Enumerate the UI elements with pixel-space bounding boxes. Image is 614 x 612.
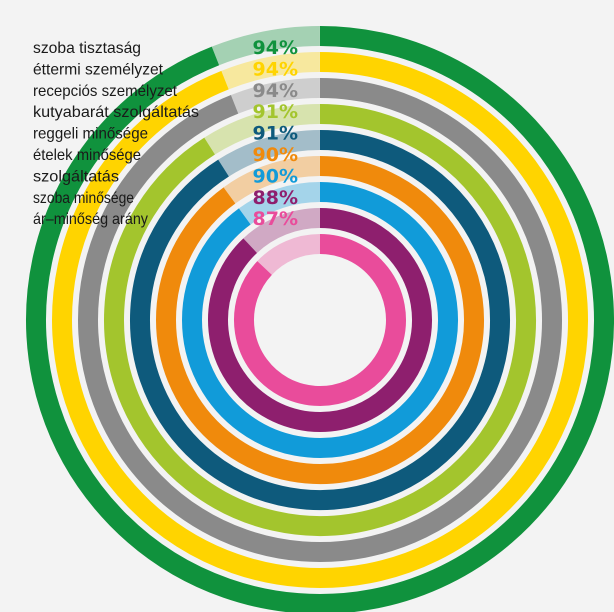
ring-track-4 [204, 104, 321, 155]
ring-bar-8 [208, 208, 432, 432]
category-label-1: szoba tisztaság [33, 40, 141, 57]
ring-bar-1 [26, 26, 614, 612]
ring-track-5 [218, 130, 321, 177]
ring-track-9 [257, 234, 321, 276]
category-label-9: ár–minőség arány [33, 211, 148, 228]
category-label-3: recepciós személyzet [33, 83, 178, 100]
ring-bar-7 [182, 182, 458, 458]
ring-track-6 [223, 156, 321, 204]
value-label-8: 88% [253, 187, 298, 209]
label-group: szoba tisztaság 94% éttermi személyzet 94% r… [33, 37, 298, 230]
ring-track-7 [238, 182, 321, 225]
ring-track-3 [230, 78, 321, 114]
ring-bar-9 [234, 234, 406, 406]
category-label-8: szoba minősége [33, 190, 134, 207]
ring-group [26, 26, 614, 612]
value-label-5: 91% [253, 123, 298, 145]
value-label-3: 94% [253, 80, 298, 102]
ring-bar-2 [52, 52, 588, 588]
value-label-6: 90% [253, 144, 298, 166]
ring-track-2 [221, 52, 321, 90]
value-label-9: 87% [253, 208, 298, 230]
category-label-4: kutyabarát szolgáltatás [33, 104, 199, 121]
value-label-4: 91% [253, 101, 298, 123]
value-label-1: 94% [253, 37, 298, 59]
category-label-5: reggeli minősége [33, 126, 148, 143]
value-label-2: 94% [253, 58, 298, 80]
ring-bar-6 [156, 156, 484, 484]
ring-track-8 [243, 208, 321, 254]
category-label-6: ételek minősége [33, 147, 141, 164]
ring-bar-3 [78, 78, 562, 562]
ring-bar-5 [130, 130, 510, 510]
ring-bar-4 [104, 104, 536, 536]
value-label-7: 90% [253, 165, 298, 187]
ring-track-1 [211, 26, 321, 66]
category-label-2: éttermi személyzet [33, 61, 164, 78]
category-label-7: szolgáltatás [33, 168, 119, 185]
